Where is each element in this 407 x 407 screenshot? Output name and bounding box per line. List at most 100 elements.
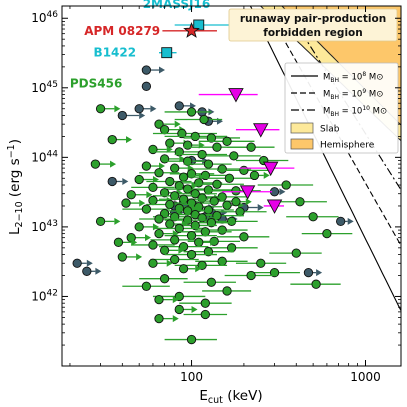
data-point xyxy=(174,260,228,270)
y-tick-label-base: 10 xyxy=(31,289,46,303)
data-point xyxy=(205,173,255,183)
data-point xyxy=(286,212,339,222)
data-point xyxy=(95,104,121,114)
forbidden-label-line-2: forbidden region xyxy=(263,27,362,39)
data-point xyxy=(139,274,188,284)
data-point xyxy=(126,233,151,243)
point-marker xyxy=(235,207,245,217)
point-marker xyxy=(134,104,144,114)
data-point xyxy=(150,254,199,265)
legend-label-eq: = 10 xyxy=(339,90,362,100)
data-point xyxy=(107,134,133,145)
point-marker xyxy=(311,279,321,289)
point-marker xyxy=(148,240,158,250)
point-lower-limit-arrow xyxy=(114,217,121,225)
point-lower-limit-arrow xyxy=(166,259,173,267)
legend-line-label-1: MBH = 108 M⊙ xyxy=(323,71,383,84)
point-lower-limit-arrow xyxy=(139,199,146,207)
named-source-2massj16 xyxy=(174,19,236,31)
point-marker xyxy=(165,138,175,148)
data-point xyxy=(113,237,138,247)
point-lower-limit-arrow xyxy=(257,204,264,212)
data-point xyxy=(141,161,166,171)
legend-label-unit: M xyxy=(370,107,380,117)
data-point xyxy=(269,248,322,258)
data-point xyxy=(301,228,353,239)
point-marker xyxy=(203,205,214,215)
forbidden-region-label: runaway pair-production forbidden region xyxy=(228,8,398,42)
data-point xyxy=(235,258,287,268)
data-point xyxy=(178,264,202,274)
y-tick-label: 1043 xyxy=(31,219,58,234)
point-marker xyxy=(224,173,235,183)
point-marker xyxy=(90,159,101,169)
point-marker xyxy=(246,142,256,152)
triangle-point xyxy=(240,161,295,177)
point-marker xyxy=(269,267,280,278)
point-lower-limit-arrow xyxy=(172,315,179,323)
legend-fill-swatch-1 xyxy=(290,122,314,134)
x-axis-label: Ecut (keV) xyxy=(199,388,262,406)
point-marker xyxy=(165,219,175,229)
legend-line-label-3: MBH = 1010 M⊙ xyxy=(323,105,387,118)
point-marker xyxy=(159,209,170,219)
data-point xyxy=(134,104,157,114)
data-point xyxy=(117,110,146,121)
point-lower-limit-arrow xyxy=(144,234,151,242)
legend-label-eq: = 10 xyxy=(339,107,362,117)
point-marker xyxy=(186,249,197,260)
point-marker xyxy=(178,264,189,274)
data-point xyxy=(179,298,232,308)
legend-label-sup: 9 xyxy=(362,88,366,95)
point-marker xyxy=(194,178,204,188)
data-point xyxy=(269,187,286,197)
point-marker xyxy=(217,192,227,202)
data-point xyxy=(164,249,217,260)
point-lower-limit-arrow xyxy=(166,145,173,153)
point-lower-limit-arrow xyxy=(191,305,198,313)
point-marker xyxy=(141,204,152,214)
point-marker xyxy=(217,225,227,235)
legend-fill-label-2: Hemisphere xyxy=(320,141,375,151)
named-source-b1422 xyxy=(159,47,177,59)
forbidden-label-line-1: runaway pair-production xyxy=(240,13,386,25)
point-marker xyxy=(154,119,164,129)
point-marker xyxy=(170,163,180,173)
triangle-point xyxy=(235,123,280,138)
data-point xyxy=(154,294,179,305)
named-source-label: PDS456 xyxy=(70,77,122,91)
legend-label-unit: M xyxy=(366,90,376,100)
point-marker xyxy=(199,114,209,125)
point-lower-limit-arrow xyxy=(122,177,129,185)
point-marker xyxy=(222,286,232,296)
point-lower-limit-arrow xyxy=(195,265,202,273)
data-point xyxy=(205,151,261,161)
named-source-label: B1422 xyxy=(94,46,137,60)
data-point xyxy=(224,270,278,281)
point-marker xyxy=(170,254,180,265)
point-marker xyxy=(141,65,152,75)
point-lower-limit-arrow xyxy=(159,66,166,74)
point-lower-limit-arrow xyxy=(174,120,181,128)
data-point xyxy=(107,176,129,187)
point-marker xyxy=(203,159,214,169)
data-point xyxy=(126,190,153,200)
data-point xyxy=(117,252,143,262)
data-point xyxy=(141,81,152,91)
point-lower-limit-arrow xyxy=(245,198,252,206)
y-axis-label-sup: −1 xyxy=(6,144,17,158)
data-point xyxy=(257,180,314,190)
point-marker xyxy=(239,232,249,242)
y-tick-label-exponent: 42 xyxy=(47,288,58,298)
point-marker xyxy=(159,188,170,198)
point-marker xyxy=(308,212,318,222)
point-marker xyxy=(226,243,237,253)
data-point xyxy=(141,65,166,75)
point-marker xyxy=(72,258,82,268)
data-point xyxy=(165,219,188,229)
y-axis-label-unit: (erg s xyxy=(7,158,23,201)
data-point xyxy=(122,204,170,214)
y-tick-label-exponent: 45 xyxy=(47,80,58,90)
point-marker xyxy=(177,128,187,139)
point-lower-limit-arrow xyxy=(139,111,146,119)
